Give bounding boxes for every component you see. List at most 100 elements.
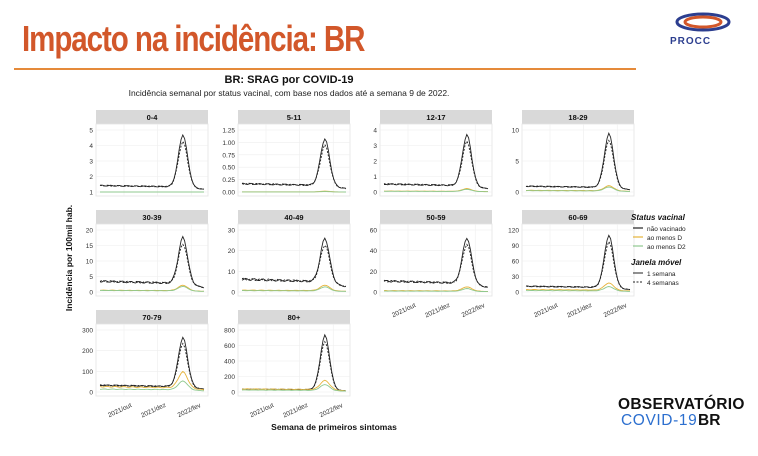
panel-label: 5-11 <box>287 113 302 122</box>
panel-strip <box>380 210 492 224</box>
x-tick-label: 2021/out <box>107 402 133 419</box>
x-tick-label: 2021/out <box>391 302 417 319</box>
panel-label: 70-79 <box>142 313 161 322</box>
series-ao-menos-d2 <box>525 286 630 292</box>
panel-strip <box>96 310 208 324</box>
y-tick-label: 90 <box>512 243 520 250</box>
panel-strip <box>380 110 492 124</box>
panel-label: 40-49 <box>284 213 303 222</box>
y-tick-label: 0.25 <box>222 177 235 184</box>
y-tick-label: 5 <box>515 159 519 166</box>
panel-strip <box>238 110 350 124</box>
series-ao-menos-d2 <box>525 186 630 192</box>
panel-area <box>95 223 209 297</box>
series-ao-menos-d <box>241 379 347 392</box>
series-nao-vacinado-4sem <box>99 140 205 190</box>
branding-line-1: OBSERVATÓRIO <box>618 396 745 413</box>
panel-strip <box>522 110 634 124</box>
y-tick-label: 15 <box>86 243 94 250</box>
series-ao-menos-d <box>525 282 631 292</box>
series-nao-vacinado-4sem <box>525 240 631 291</box>
panel-strip <box>96 110 208 124</box>
panel-strip <box>96 210 208 224</box>
y-tick-label: 1.00 <box>222 140 235 147</box>
series-nao-vacinado-4sem <box>241 143 347 190</box>
y-tick-label: 0 <box>373 190 377 197</box>
panel-area <box>95 123 209 197</box>
chart-subtitle: Incidência semanal por status vacinal, c… <box>128 88 450 98</box>
legend-item: 1 semana <box>647 271 676 278</box>
panel-area <box>95 323 209 397</box>
series-ao-menos-d <box>383 286 488 292</box>
legend-title: Status vacinal <box>631 213 686 222</box>
x-tick-label: 2022/fev <box>319 402 345 419</box>
y-tick-label: 600 <box>224 343 235 350</box>
series-nao-vacinado-4sem <box>99 342 205 390</box>
series-ao-menos-d2 <box>99 380 204 392</box>
panel-label: 12-17 <box>426 113 445 122</box>
x-tick-label: 2021/out <box>249 402 275 419</box>
legend-title: Janela móvel <box>631 258 682 267</box>
y-tick-label: 2 <box>89 174 93 181</box>
panel-label: 30-39 <box>142 213 161 222</box>
series-nao-vacinado-4sem <box>383 243 489 288</box>
y-tick-label: 200 <box>82 348 93 355</box>
series-ao-menos-d2 <box>241 384 346 392</box>
y-tick-label: 0 <box>515 190 519 197</box>
y-tick-label: 0 <box>231 290 235 297</box>
x-tick-label: 2022/fev <box>461 302 487 319</box>
panel-strip <box>238 210 350 224</box>
series-nao-vacinado-1sem <box>99 235 205 289</box>
series-ao-menos-d2 <box>384 188 488 193</box>
panel-label: 60-69 <box>568 213 587 222</box>
x-tick-label: 2022/fev <box>177 402 203 419</box>
x-tick-label: 2021/out <box>533 302 559 319</box>
legend-item: não vacinado <box>647 226 686 233</box>
series-nao-vacinado-4sem <box>383 140 489 190</box>
y-tick-label: 0 <box>89 290 93 297</box>
panel-area <box>237 323 351 397</box>
series-nao-vacinado-4sem <box>525 139 630 191</box>
y-tick-label: 30 <box>228 228 236 235</box>
x-tick-label: 2021/dez <box>566 302 593 320</box>
series-nao-vacinado-1sem <box>241 237 347 288</box>
y-tick-label: 400 <box>224 359 235 366</box>
x-tick-label: 2021/dez <box>424 302 451 320</box>
y-tick-label: 0 <box>89 390 93 397</box>
series-ao-menos-d2 <box>384 288 488 293</box>
y-tick-label: 300 <box>82 328 93 335</box>
y-tick-label: 5 <box>89 274 93 281</box>
y-tick-label: 1.25 <box>222 128 235 135</box>
panel-label: 0-4 <box>147 113 159 122</box>
y-tick-label: 3 <box>373 143 377 150</box>
y-tick-label: 0.50 <box>222 165 235 172</box>
series-nao-vacinado-1sem <box>383 133 489 190</box>
y-tick-label: 10 <box>86 259 94 266</box>
series-ao-menos-d <box>99 370 205 391</box>
panel-label: 50-59 <box>426 213 445 222</box>
y-tick-label: 4 <box>89 143 93 150</box>
y-tick-label: 60 <box>512 259 520 266</box>
legend-item: ao menos D2 <box>647 244 686 251</box>
y-tick-label: 0 <box>515 290 519 297</box>
series-ao-menos-d2 <box>241 286 347 292</box>
y-tick-label: 10 <box>512 128 520 135</box>
series-ao-menos-d2 <box>100 285 204 292</box>
panel-area <box>237 223 351 297</box>
title-divider <box>14 68 636 70</box>
y-tick-label: 1 <box>373 174 377 181</box>
series-nao-vacinado-4sem <box>241 244 347 287</box>
legend-item: 4 semanas <box>647 280 680 287</box>
branding-line-2: COVID-19 <box>621 412 698 429</box>
y-tick-label: 5 <box>89 128 93 135</box>
panel-area <box>379 223 493 297</box>
y-tick-label: 100 <box>82 369 93 376</box>
slide-title: Impacto na incidência: BR <box>22 18 365 59</box>
series-nao-vacinado-4sem <box>99 243 205 288</box>
y-tick-label: 1 <box>89 190 93 197</box>
y-tick-label: 0.00 <box>222 190 235 197</box>
series-nao-vacinado-1sem <box>99 336 205 390</box>
panel-label: 18-29 <box>568 113 587 122</box>
x-tick-label: 2022/fev <box>603 302 629 319</box>
